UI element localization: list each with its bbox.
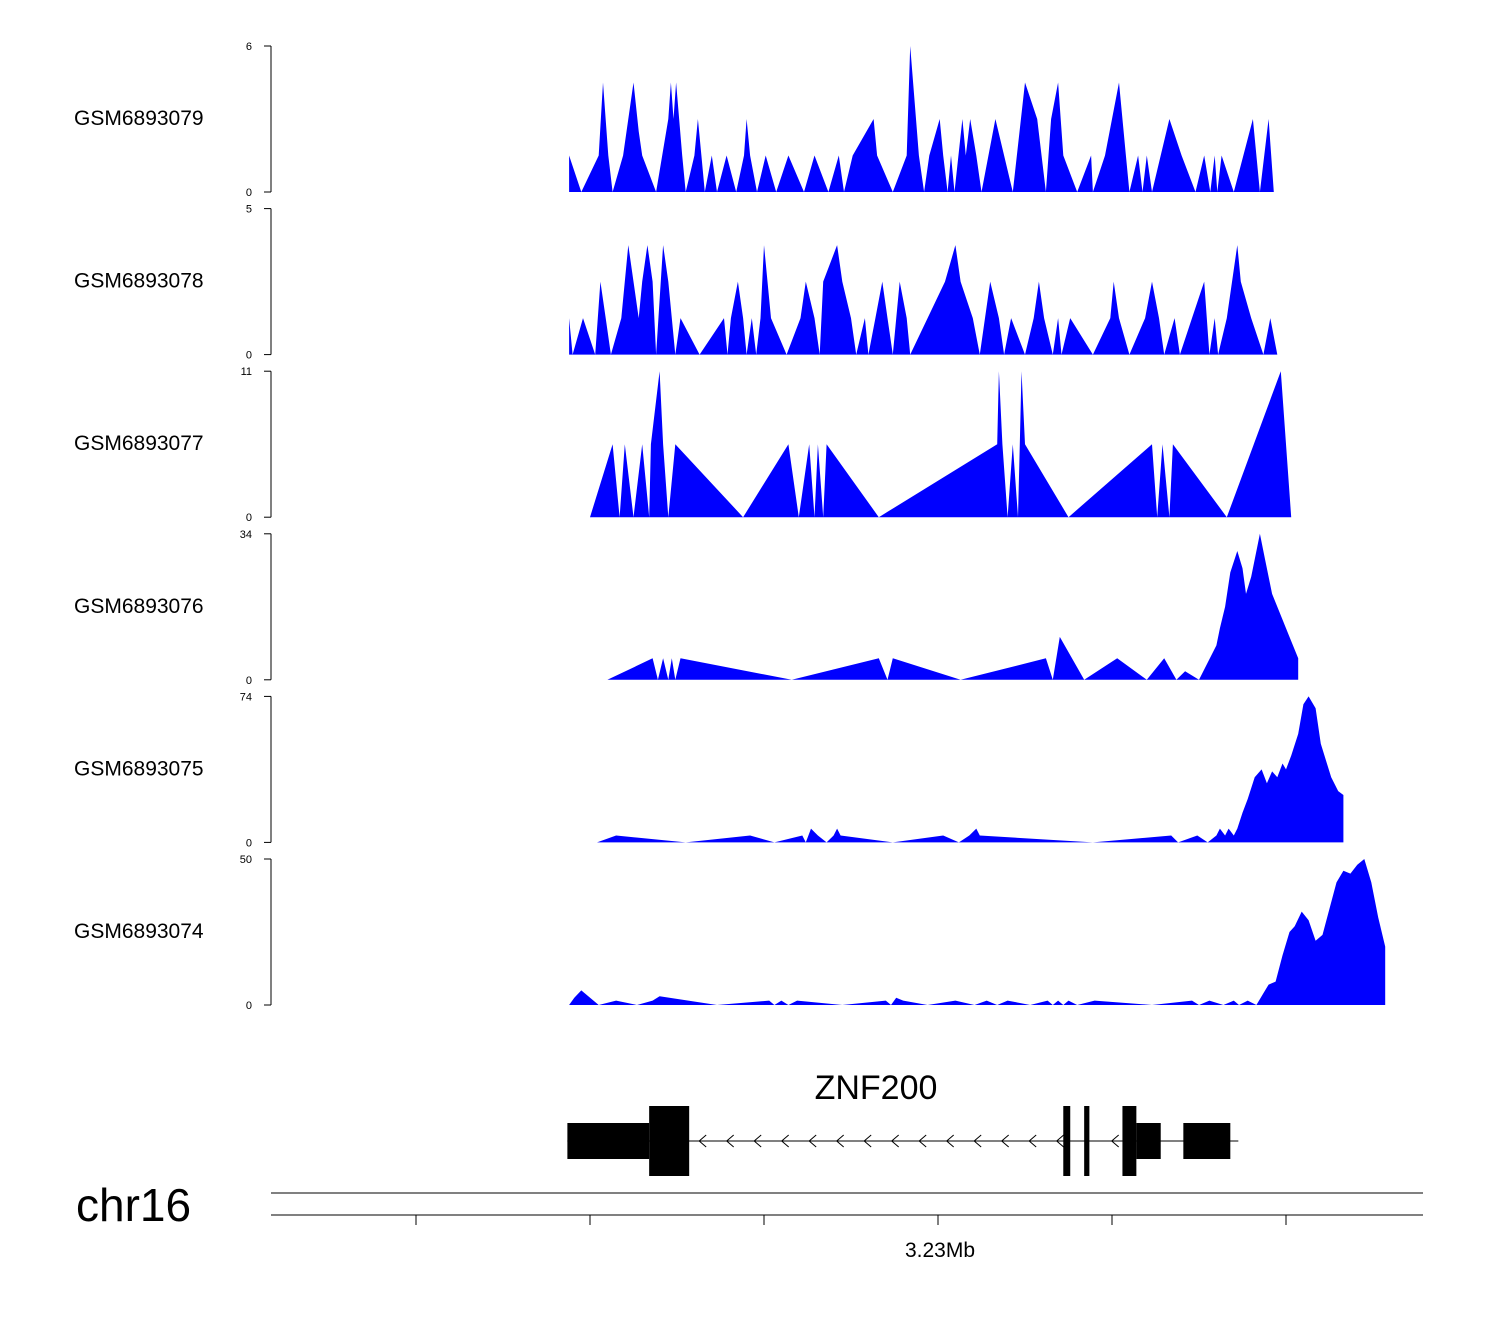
utr-exon [1136,1123,1161,1159]
coverage-area [596,696,1344,843]
track-label: GSM6893076 [74,595,204,618]
coding-exon [1084,1106,1090,1176]
track-label: GSM6893074 [74,920,204,943]
gene-label: ZNF200 [815,1069,938,1107]
coverage-track: GSM6893076 34 0 [74,529,1299,687]
chromosome-label: chr16 [76,1179,191,1231]
track-label: GSM6893075 [74,757,204,780]
y-tick-label: 0 [246,1000,252,1012]
utr-exon [567,1123,650,1159]
strand-chevron [945,1134,955,1148]
strand-chevron [918,1134,927,1148]
x-tick-label: 3.23Mb [905,1239,975,1262]
coverage-area [590,371,1292,518]
y-tick-label: 50 [240,854,252,866]
coding-exon [649,1106,690,1176]
strand-chevron [1028,1134,1037,1148]
coding-exon [1122,1106,1137,1176]
strand-chevron [973,1134,982,1148]
utr-exon [1183,1123,1231,1159]
strand-chevron [890,1134,900,1148]
strand-chevron [1110,1134,1120,1148]
coverage-track: GSM6893075 74 0 [74,691,1344,849]
coverage-area [569,859,1386,1005]
y-tick-label: 0 [246,187,252,199]
coverage-track: GSM6893078 5 0 [74,204,1278,362]
y-tick-label: 5 [246,204,252,216]
track-label: GSM6893077 [74,432,204,455]
y-tick-label: 11 [241,366,252,378]
strand-chevron [863,1134,872,1148]
y-tick-label: 6 [246,41,252,53]
coverage-area [569,46,1274,192]
strand-chevron [808,1134,817,1148]
coverage-track: GSM6893074 50 0 [74,854,1386,1012]
coverage-area [569,245,1278,355]
strand-chevron [1055,1134,1065,1148]
strand-chevron [725,1134,735,1148]
y-tick-label: 0 [246,837,252,849]
coding-exon [1063,1106,1071,1176]
y-tick-label: 34 [240,529,252,541]
track-label: GSM6893078 [74,270,204,293]
y-tick-label: 0 [246,675,252,687]
strand-chevron [780,1134,790,1148]
y-tick-label: 0 [246,350,252,362]
coverage-track: GSM6893079 6 0 [74,41,1274,199]
track-label: GSM6893079 [74,107,204,130]
coverage-tracks: GSM689307960GSM689307850GSM6893077110GSM… [74,41,1386,1012]
coverage-track: GSM6893077 11 0 [74,366,1292,524]
coverage-area [607,533,1299,680]
y-tick-label: 74 [240,691,252,703]
strand-chevron [1000,1134,1010,1148]
strand-chevron [753,1134,762,1148]
strand-chevron [835,1134,845,1148]
gene-model: ZNF200 [567,1069,1239,1176]
strand-chevron [698,1134,707,1148]
y-tick-label: 0 [246,512,252,524]
genome-axis: chr16 3.23Mb [76,1179,1423,1262]
